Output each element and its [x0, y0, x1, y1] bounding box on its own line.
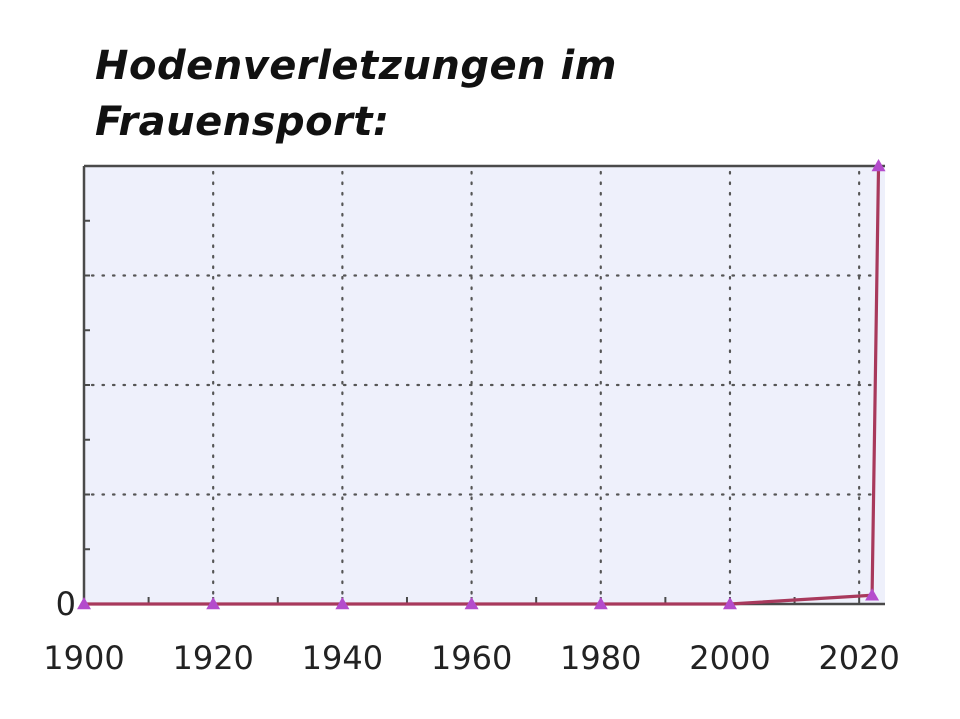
x-tick-label: 2000: [689, 639, 770, 677]
x-tick-label: 1920: [172, 639, 253, 677]
tick-labels: 1900 1920 1940 1960 1980 2000 2020 0: [43, 585, 900, 677]
chart-title-line-2: Frauensport:: [95, 99, 390, 145]
x-tick-label: 1960: [431, 639, 512, 677]
data-point: [871, 159, 886, 172]
chart-title-line-1: Hodenverletzungen im: [95, 43, 617, 89]
x-tick-label: 1940: [302, 639, 383, 677]
data-point: [464, 597, 479, 610]
series-line: [84, 165, 881, 606]
data-point: [77, 597, 91, 610]
y-tick-label: 0: [56, 585, 76, 623]
data-point: [335, 597, 350, 610]
data-point: [722, 597, 737, 610]
data-point: [865, 588, 880, 601]
chart-title: Hodenverletzungen im Frauensport:: [95, 38, 617, 150]
data-markers: [77, 159, 886, 610]
x-tick-label: 1900: [43, 639, 124, 677]
data-point: [206, 597, 221, 610]
x-tick-label: 1980: [560, 639, 641, 677]
grid-lines: [90, 170, 881, 602]
x-tick-label: 2020: [818, 639, 899, 677]
series-lines: [84, 165, 881, 606]
data-point: [593, 597, 608, 610]
